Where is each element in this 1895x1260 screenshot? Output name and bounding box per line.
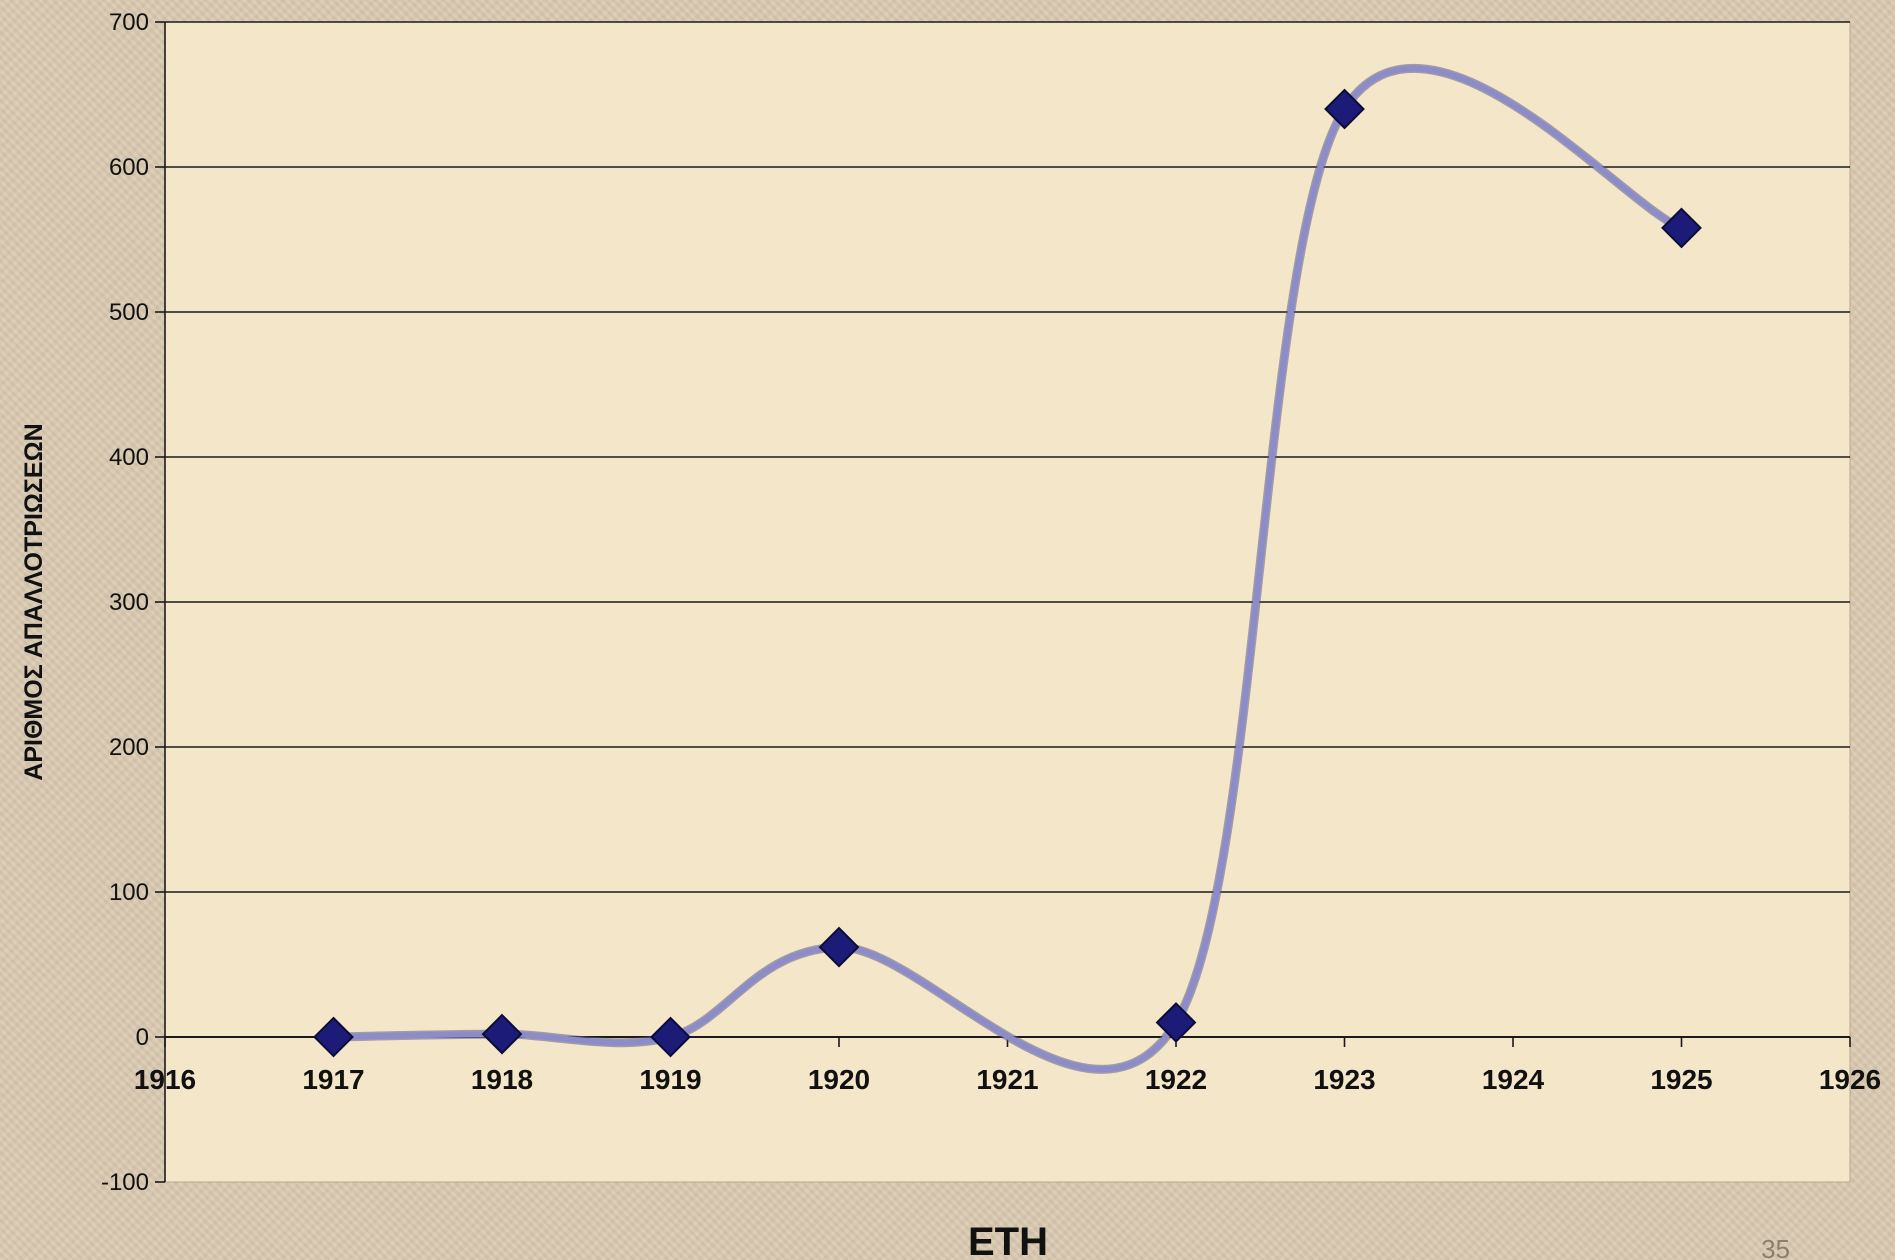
slide-number: 35 [1761,1234,1790,1260]
y-axis-title: ΑΡΙΘΜΟΣ ΑΠΑΛΛΟΤΡΙΩΣΕΩΝ [20,423,48,780]
x-tick-label: 1924 [1482,1064,1545,1095]
y-tick-label: 200 [109,734,149,761]
x-tick-label: 1917 [302,1064,364,1095]
y-tick-label: 500 [109,299,149,326]
x-tick-label: 1918 [471,1064,533,1095]
x-axis-title: ΕΤΗ [968,1220,1048,1260]
series-line [330,65,1685,1073]
x-tick-label: 1925 [1650,1064,1712,1095]
y-tick-label: -100 [101,1169,149,1196]
y-tick-label: 300 [109,589,149,616]
x-tick-label: 1916 [134,1064,196,1095]
y-tick-label: 600 [109,154,149,181]
y-tick-label: 400 [109,444,149,471]
data-point-marker [650,1016,691,1058]
y-tick-label: 100 [109,879,149,906]
data-point-marker [1661,207,1702,249]
data-point-marker [1155,1002,1197,1043]
data-point-marker [1324,88,1365,130]
data-point-marker [313,1016,354,1058]
data-point-marker [481,1013,523,1055]
y-tick-label: 700 [109,9,149,36]
x-tick-label: 1926 [1819,1064,1881,1095]
x-tick-label: 1923 [1313,1064,1375,1095]
x-tick-label: 1920 [808,1064,870,1095]
x-tick-label: 1922 [1145,1064,1207,1095]
x-tick-label: 1921 [976,1064,1038,1095]
y-tick-label: 0 [136,1024,149,1051]
x-tick-label: 1919 [639,1064,701,1095]
data-point-marker [818,926,860,968]
